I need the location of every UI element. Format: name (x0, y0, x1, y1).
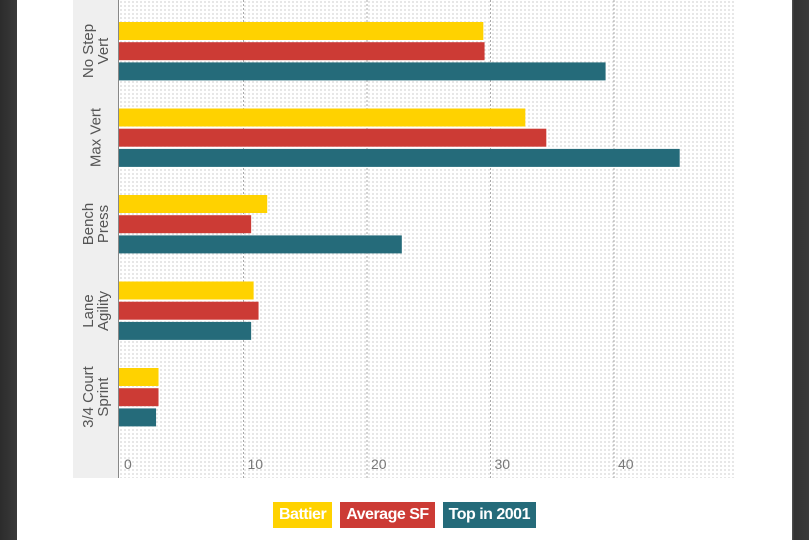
bar-top-in-2001 (119, 321, 252, 340)
bar-battier (119, 281, 254, 300)
y-axis-line (118, 0, 119, 478)
category-label-line: No Step (80, 24, 97, 79)
bar-battier (119, 195, 268, 213)
x-tick-label: 0 (124, 456, 132, 472)
bar-battier (119, 22, 484, 40)
category-label-line: Max Vert (87, 107, 105, 167)
category-label-line: Bench (80, 202, 97, 246)
bar-top-in-2001 (119, 148, 680, 167)
background-left (0, 0, 17, 540)
category-label: Bench Press (80, 184, 112, 264)
category-label: No Step Vert (80, 11, 112, 91)
bar-average-sf (119, 388, 159, 407)
legend: Battier Average SF Top in 2001 (0, 502, 809, 528)
category-label: Lane Agility (80, 271, 112, 351)
category-label-line: Lane (80, 294, 97, 328)
category-label: Max Vert (87, 97, 105, 177)
category-label-line: Press (95, 205, 112, 244)
legend-item-average-sf: Average SF (340, 502, 435, 528)
bar-top-in-2001 (119, 408, 157, 427)
category-label: 3/4 Court Sprint (80, 357, 112, 437)
category-label-line: Agility (95, 290, 112, 331)
legend-item-battier: Battier (273, 502, 333, 528)
bar-top-in-2001 (119, 62, 606, 81)
bar-battier (119, 108, 526, 127)
bar-average-sf (119, 42, 485, 61)
x-tick-label: 30 (494, 456, 511, 472)
category-label-line: Vert (95, 37, 112, 65)
legend-item-top-in-2001: Top in 2001 (442, 502, 536, 528)
category-label-line: Sprint (95, 377, 112, 417)
x-tick-label: 10 (247, 456, 264, 472)
x-tick-label: 40 (618, 456, 634, 472)
category-label-column (73, 0, 119, 478)
x-tick-label: 20 (371, 456, 387, 472)
background-right (792, 0, 809, 540)
bar-top-in-2001 (119, 235, 402, 254)
bar-battier (119, 368, 159, 386)
bar-average-sf (119, 215, 252, 234)
bar-average-sf (119, 301, 259, 320)
category-label-line: 3/4 Court (80, 366, 97, 429)
bar-average-sf (119, 128, 547, 147)
